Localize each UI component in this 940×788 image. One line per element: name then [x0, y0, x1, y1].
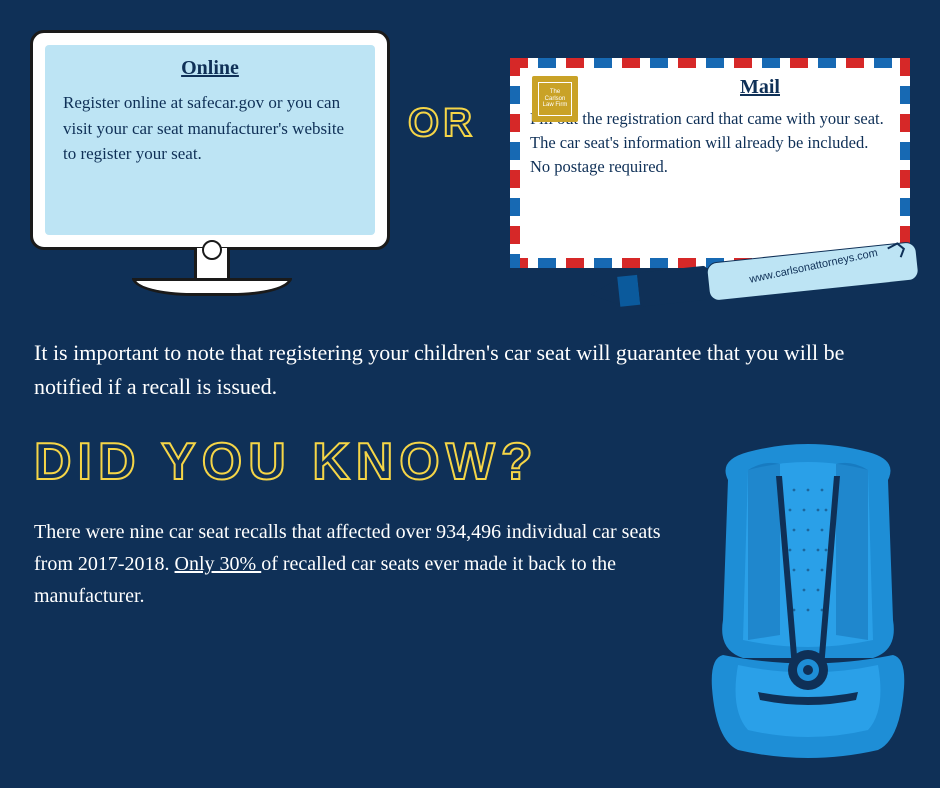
mail-body: Fill out the registration card that came…: [530, 107, 890, 179]
or-separator: OR: [408, 101, 476, 146]
monitor-neck: [194, 248, 230, 278]
monitor-inner: Online Register online at safecar.gov or…: [45, 45, 375, 235]
stamp-icon: The Carlson Law Firm: [532, 76, 578, 122]
monitor-base: [132, 278, 292, 296]
monitor: Online Register online at safecar.gov or…: [30, 30, 394, 296]
monitor-screen: Online Register online at safecar.gov or…: [30, 30, 390, 250]
mail-heading: Mail: [530, 76, 890, 99]
postcard-wrap: The Carlson Law Firm Mail Fill out the r…: [490, 58, 910, 268]
importance-note: It is important to note that registering…: [0, 306, 940, 424]
fact-highlight: Only 30%: [175, 553, 262, 575]
postcard: The Carlson Law Firm Mail Fill out the r…: [510, 58, 910, 268]
postcard-border-left: [510, 58, 520, 268]
online-body: Register online at safecar.gov or you ca…: [63, 90, 357, 167]
top-row: Online Register online at safecar.gov or…: [0, 0, 940, 306]
stamp-label: The Carlson Law Firm: [538, 82, 572, 116]
car-seat-icon: [698, 440, 918, 770]
postcard-border-top: [510, 58, 910, 68]
online-heading: Online: [63, 57, 357, 80]
